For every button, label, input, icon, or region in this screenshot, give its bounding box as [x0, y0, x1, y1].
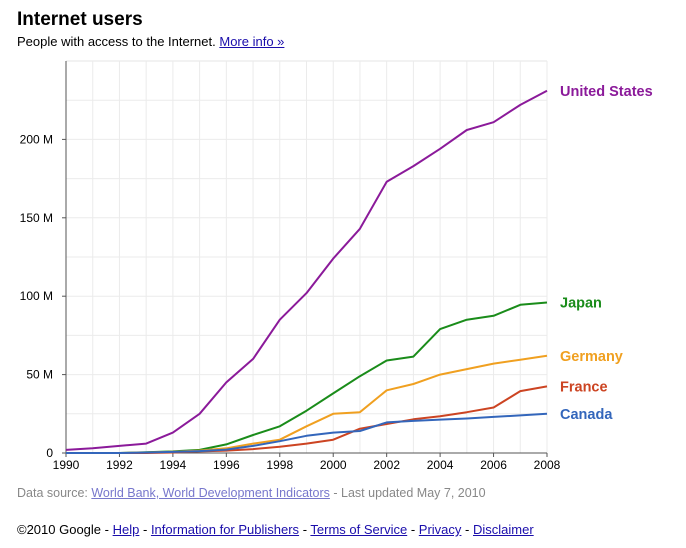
x-tick-label: 2002: [373, 458, 400, 472]
footer-link-help[interactable]: Help: [112, 522, 140, 537]
series-label-france[interactable]: France: [560, 379, 608, 395]
source-link[interactable]: World Bank, World Development Indicators: [91, 486, 330, 500]
y-tick-label: 200 M: [20, 132, 53, 146]
more-info-link[interactable]: More info »: [219, 34, 285, 49]
x-tick-label: 1990: [53, 458, 80, 472]
series-label-canada[interactable]: Canada: [560, 407, 613, 423]
x-tick-label: 1998: [266, 458, 293, 472]
series-label-japan[interactable]: Japan: [560, 295, 602, 311]
series-labels: United States Japan Germany France Canada: [560, 84, 653, 423]
series-label-germany[interactable]: Germany: [560, 349, 623, 365]
y-tick-label: 0: [46, 446, 53, 460]
x-tick-label: 2008: [534, 458, 561, 472]
x-tick-label: 2004: [427, 458, 454, 472]
footer-link-disclaimer[interactable]: Disclaimer: [473, 522, 534, 537]
x-tick-label: 2000: [320, 458, 347, 472]
series-line-canada[interactable]: [66, 412, 548, 454]
y-tick-label: 50 M: [26, 368, 53, 382]
subtitle-text: People with access to the Internet.: [17, 34, 216, 49]
data-source: Data source: World Bank, World Developme…: [17, 486, 486, 500]
source-prefix: Data source:: [17, 486, 88, 500]
series-label-united-states[interactable]: United States: [560, 84, 653, 100]
y-tick-label: 100 M: [20, 289, 53, 303]
line-chart: 1990 1992 1994 1996 1998 2000 2002 2004 2006 2008…: [20, 60, 653, 472]
grid: [66, 60, 548, 453]
footer-link-terms[interactable]: Terms of Service: [310, 522, 408, 537]
copyright: ©2010 Google: [17, 522, 102, 537]
footer-link-privacy[interactable]: Privacy: [418, 522, 462, 537]
footer-link-publishers[interactable]: Information for Publishers: [150, 522, 300, 537]
axes: 1990 1992 1994 1996 1998 2000 2002 2004 2006 2008…: [20, 61, 561, 472]
x-tick-label: 1994: [160, 458, 187, 472]
x-tick-label: 1992: [106, 458, 133, 472]
series-line-united-states[interactable]: [65, 89, 548, 451]
source-updated: - Last updated May 7, 2010: [333, 486, 486, 500]
chart-subtitle: People with access to the Internet. More…: [17, 34, 284, 49]
footer: ©2010 Google - Help - Information for Pu…: [17, 522, 534, 537]
chart-title: Internet users: [17, 9, 143, 30]
series-lines: [65, 89, 548, 454]
y-tick-label: 150 M: [20, 211, 53, 225]
x-tick-label: 2006: [480, 458, 507, 472]
x-tick-label: 1996: [213, 458, 240, 472]
